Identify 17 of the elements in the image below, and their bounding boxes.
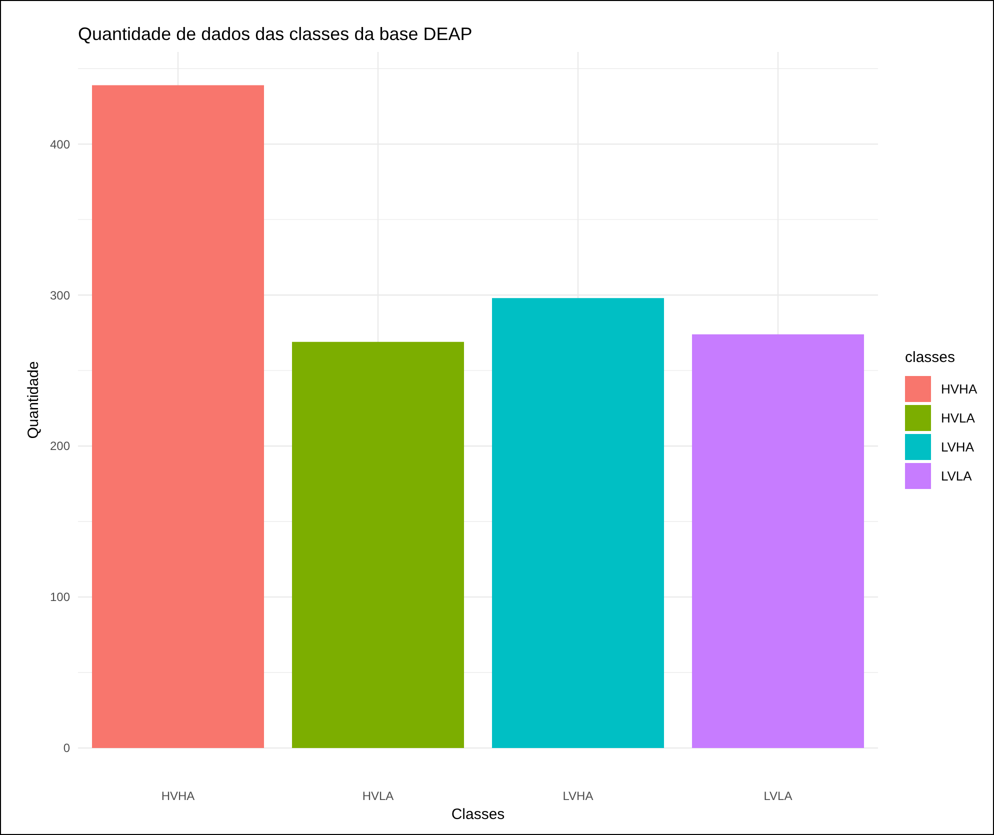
y-tick-label: 300 [50, 288, 70, 302]
y-axis-title: Quantidade [25, 361, 42, 439]
legend-label: HVHA [941, 382, 978, 397]
y-tick-label: 400 [50, 137, 70, 152]
legend-label: HVLA [941, 410, 976, 426]
x-tick-label: LVLA [764, 789, 792, 803]
chart-title: Quantidade de dados das classes da base DEAP [78, 24, 472, 44]
x-tick-label: HVLA [362, 789, 394, 803]
y-tick-label: 100 [50, 590, 70, 604]
legend-label: LVLA [941, 468, 972, 484]
y-tick-label: 200 [50, 439, 70, 454]
y-tick-label: 0 [63, 741, 70, 756]
x-tick-label: HVHA [161, 789, 195, 803]
x-axis-title: Classes [451, 806, 505, 823]
legend-label: LVHA [941, 440, 974, 455]
x-tick-label: LVHA [562, 789, 594, 803]
legend-title: classes [905, 349, 956, 366]
